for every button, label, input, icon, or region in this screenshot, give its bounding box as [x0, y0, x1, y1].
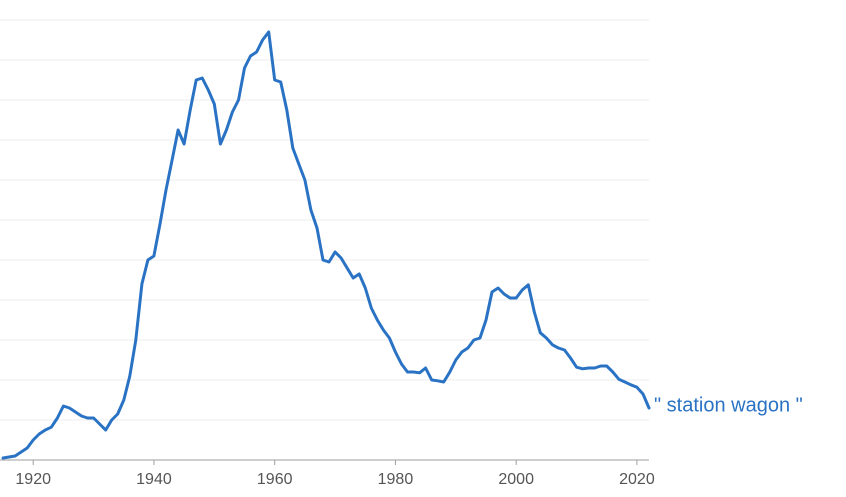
legend-label: " station wagon " [654, 394, 803, 416]
x-tick-label: 2000 [498, 471, 534, 488]
x-tick-label: 1940 [136, 471, 172, 488]
x-tick-label: 1980 [378, 471, 414, 488]
x-tick-label: 1960 [257, 471, 293, 488]
x-tick-label: 2020 [619, 471, 655, 488]
x-tick-label: 1920 [15, 471, 51, 488]
line [1, 30, 651, 460]
